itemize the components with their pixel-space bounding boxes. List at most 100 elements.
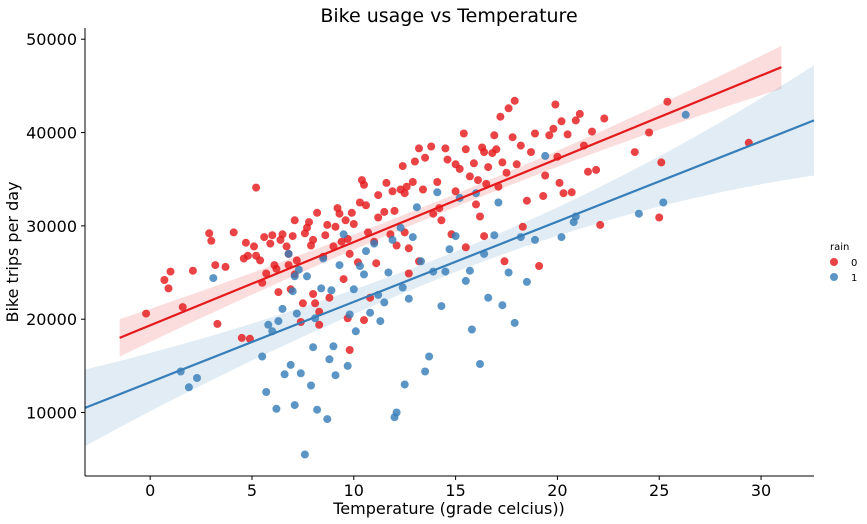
data-point-rain-1 (294, 265, 303, 274)
data-point-rain-0 (166, 267, 175, 276)
confidence-band-rain-0 (119, 45, 782, 357)
data-point-rain-0 (164, 284, 173, 293)
data-point-rain-0 (535, 262, 544, 270)
x-tick-label: 0 (145, 481, 155, 500)
data-point-rain-1 (262, 388, 271, 396)
data-point-rain-0 (484, 163, 493, 172)
data-point-rain-0 (205, 229, 214, 238)
data-point-rain-0 (398, 162, 407, 171)
data-point-rain-1 (522, 277, 531, 286)
data-point-rain-1 (659, 198, 668, 207)
data-point-rain-0 (459, 129, 468, 138)
data-point-rain-1 (284, 249, 293, 258)
data-point-rain-1 (384, 268, 393, 277)
data-point-rain-1 (339, 230, 348, 239)
data-point-rain-0 (388, 187, 397, 196)
data-point-rain-1 (634, 209, 643, 218)
data-point-rain-1 (557, 233, 566, 242)
data-point-rain-0 (313, 208, 322, 217)
data-point-rain-0 (498, 158, 507, 167)
data-point-rain-0 (596, 220, 605, 229)
data-point-rain-0 (592, 165, 601, 174)
data-point-rain-0 (329, 242, 338, 251)
data-point-rain-0 (349, 220, 358, 228)
data-point-rain-0 (480, 148, 489, 157)
data-point-rain-0 (427, 142, 436, 151)
data-point-rain-0 (305, 218, 313, 227)
data-point-rain-0 (522, 196, 531, 205)
data-point-rain-1 (280, 370, 289, 379)
data-point-rain-0 (339, 275, 348, 284)
data-point-rain-1 (325, 355, 334, 364)
y-tick-label: 50000 (26, 30, 77, 49)
confidence-band-rain-1 (85, 65, 814, 447)
data-point-rain-1 (425, 352, 434, 361)
data-point-rain-1 (335, 261, 344, 270)
data-point-rain-0 (559, 189, 568, 198)
data-point-rain-1 (498, 301, 507, 310)
data-point-rain-1 (355, 262, 364, 270)
y-tick-label: 20000 (26, 310, 77, 329)
data-point-rain-0 (518, 222, 527, 231)
data-point-rain-0 (250, 242, 258, 251)
data-point-rain-0 (337, 237, 346, 246)
axes (84, 28, 814, 477)
data-point-rain-1 (278, 304, 287, 313)
data-point-rain-0 (588, 127, 596, 136)
x-axis-title: Temperature (grade celcius)) (332, 499, 565, 518)
data-point-rain-1 (451, 232, 460, 241)
y-tick-label: 10000 (26, 404, 77, 423)
regression-lines (84, 66, 815, 409)
data-point-rain-0 (362, 201, 370, 210)
confidence-bands (85, 45, 814, 447)
data-point-rain-0 (655, 213, 664, 222)
data-point-rain-1 (345, 310, 354, 319)
data-point-rain-0 (309, 290, 318, 298)
data-point-rain-0 (245, 334, 254, 343)
data-point-rain-1 (392, 408, 401, 417)
data-point-rain-1 (681, 110, 690, 119)
data-point-rain-0 (282, 242, 291, 251)
data-point-rain-0 (380, 207, 389, 216)
data-point-rain-0 (545, 131, 554, 140)
data-point-rain-0 (160, 276, 169, 284)
data-point-rain-1 (398, 283, 407, 292)
data-point-rain-0 (571, 116, 580, 125)
data-point-rain-0 (429, 209, 438, 218)
data-point-rain-0 (325, 293, 334, 302)
data-point-rain-1 (258, 352, 267, 361)
data-point-rain-0 (663, 97, 672, 106)
legend-marker-0 (830, 258, 838, 266)
x-tick-label: 15 (445, 481, 465, 500)
data-point-rain-1 (510, 318, 519, 327)
data-point-rain-0 (400, 189, 409, 198)
data-point-rain-0 (237, 333, 246, 342)
data-point-rain-0 (360, 180, 368, 189)
data-point-rain-1 (490, 231, 499, 240)
data-point-rain-0 (555, 178, 564, 187)
data-point-rain-0 (461, 243, 470, 252)
data-point-rain-0 (355, 198, 364, 207)
data-point-rain-1 (290, 272, 299, 281)
data-point-rain-0 (178, 303, 187, 312)
data-point-rain-0 (441, 144, 450, 153)
data-point-rain-1 (417, 257, 425, 266)
data-point-rain-0 (331, 222, 340, 231)
data-point-rain-1 (484, 293, 493, 302)
data-point-rain-1 (494, 198, 503, 207)
data-point-rain-0 (476, 212, 484, 221)
legend-label-1: 1 (851, 273, 857, 284)
data-point-rain-0 (360, 316, 368, 325)
y-axis-title: Bike trips per day (3, 181, 22, 322)
y-tick-label: 40000 (26, 124, 77, 143)
data-point-rain-0 (341, 216, 350, 225)
data-point-rain-0 (243, 251, 252, 260)
data-point-rain-1 (467, 325, 476, 334)
x-tick-label: 25 (649, 481, 669, 500)
data-point-rain-0 (402, 182, 411, 191)
data-point-rain-1 (307, 381, 315, 390)
data-point-rain-0 (557, 117, 566, 126)
data-point-rain-0 (392, 241, 401, 250)
data-point-rain-0 (408, 178, 417, 186)
